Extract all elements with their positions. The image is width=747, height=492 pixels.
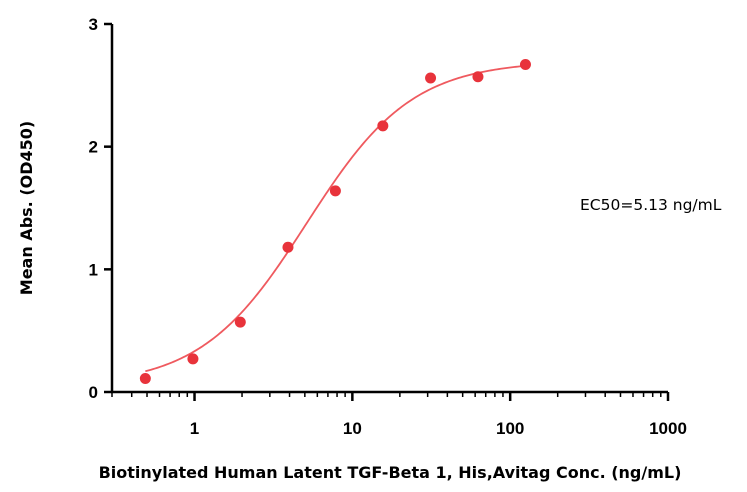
data-point <box>377 120 389 132</box>
data-points-layer <box>139 58 531 385</box>
y-tick-label: 1 <box>89 260 98 279</box>
x-tick-label: 1 <box>190 419 199 438</box>
fit-curve <box>145 64 526 373</box>
data-point <box>139 373 151 385</box>
data-point <box>187 353 199 365</box>
y-tick-label: 2 <box>89 138 98 157</box>
x-tick-label: 100 <box>496 419 524 438</box>
y-tick-label: 0 <box>89 383 98 402</box>
data-point <box>329 185 341 197</box>
x-axis-title: Biotinylated Human Latent TGF-Beta 1, Hi… <box>99 463 682 482</box>
data-point <box>282 241 294 253</box>
labels-layer: 0 1 2 3 1 10 100 1000 EC50=5.13 ng/mL Biotinylate… <box>17 15 722 482</box>
data-point <box>234 316 246 328</box>
data-point <box>472 71 484 83</box>
axes <box>104 22 670 401</box>
ec50-annotation: EC50=5.13 ng/mL <box>580 196 722 214</box>
fit-curve-layer <box>145 64 526 373</box>
data-point <box>519 58 531 70</box>
data-point <box>425 72 437 84</box>
x-tick-label: 1000 <box>649 419 687 438</box>
y-tick-label: 3 <box>89 15 98 34</box>
x-tick-label: 10 <box>343 419 362 438</box>
y-axis-title: Mean Abs. (OD450) <box>17 121 36 295</box>
